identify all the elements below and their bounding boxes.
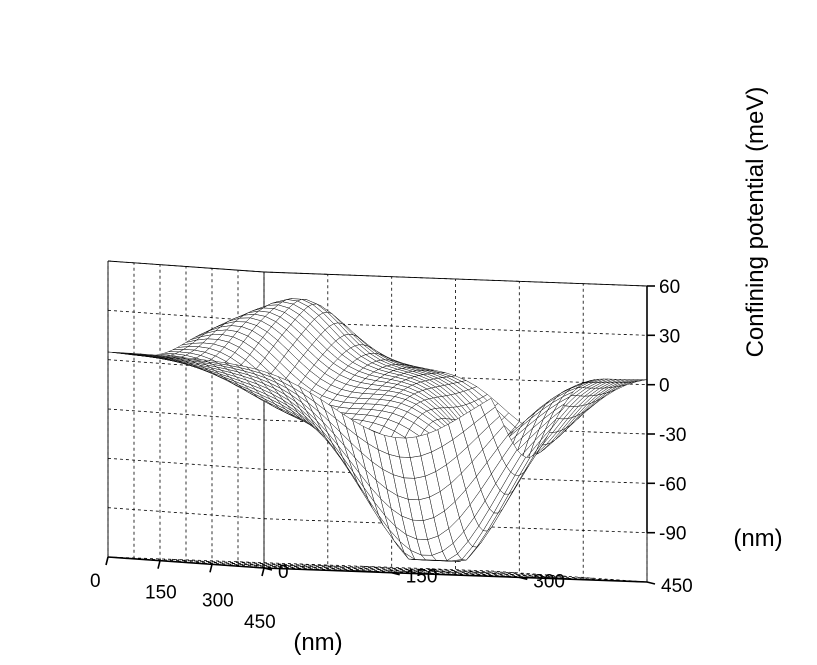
- back-wall-grid-line: [263, 320, 648, 336]
- x-tick-label: 300: [202, 590, 234, 611]
- x-axis-tick: [157, 560, 161, 569]
- floor-grid-line: [427, 568, 584, 581]
- y-axis-tick: [646, 581, 656, 585]
- floor-grid-line: [159, 560, 544, 576]
- z-tick-label: -60: [659, 474, 686, 495]
- z-tick-label: 0: [659, 376, 670, 397]
- x-axis-tick: [105, 556, 109, 566]
- floor-grid-line: [490, 570, 648, 583]
- back-wall-grid-line: [263, 370, 648, 386]
- z-tick-label: -90: [659, 524, 686, 545]
- y-axis-tick: [263, 567, 273, 571]
- box-edge: [107, 260, 265, 273]
- floor-grid-line: [363, 565, 520, 578]
- back-wall-grid-line: [263, 468, 648, 484]
- y-axis-line: [263, 567, 648, 583]
- back-wall-grid-line: [263, 518, 648, 534]
- floor-grid-line: [237, 565, 622, 581]
- left-wall-grid-line: [107, 359, 265, 372]
- left-wall-grid-line: [107, 507, 265, 520]
- x-tick-label: 150: [145, 583, 177, 604]
- y-tick-label: 450: [661, 576, 693, 597]
- surface-cell: [480, 397, 496, 416]
- floor-grid-line: [171, 558, 328, 571]
- x-tick-label: 0: [90, 571, 101, 592]
- z-tick-label: 60: [659, 277, 680, 298]
- y-tick-label: 150: [406, 567, 438, 588]
- left-wall-grid-line: [107, 408, 265, 421]
- y-tick-label: 0: [278, 562, 289, 583]
- y-tick-label: 300: [533, 571, 565, 592]
- x-axis-tick: [261, 567, 265, 577]
- y-axis-tick: [519, 576, 528, 581]
- x-axis-line: [107, 556, 265, 569]
- floor-grid-line: [299, 563, 456, 576]
- z-tick-label: -30: [659, 425, 686, 446]
- floor-grid-line: [107, 556, 492, 572]
- box-edge: [263, 271, 648, 287]
- axis-layer: [105, 285, 656, 585]
- x-tick-label: 450: [244, 612, 276, 633]
- y-axis-tick: [391, 571, 400, 576]
- left-wall-grid-line: [107, 309, 265, 322]
- surface-mesh: [107, 298, 648, 562]
- y-axis-title: (nm): [733, 525, 782, 552]
- left-wall-grid-line: [107, 457, 265, 470]
- back-wall-grid-line: [263, 419, 648, 435]
- x-axis-tick: [209, 564, 213, 573]
- z-tick-label: 30: [659, 326, 680, 347]
- x-axis-title: (nm): [293, 629, 342, 656]
- z-axis-title: Confining potential (meV): [742, 87, 769, 358]
